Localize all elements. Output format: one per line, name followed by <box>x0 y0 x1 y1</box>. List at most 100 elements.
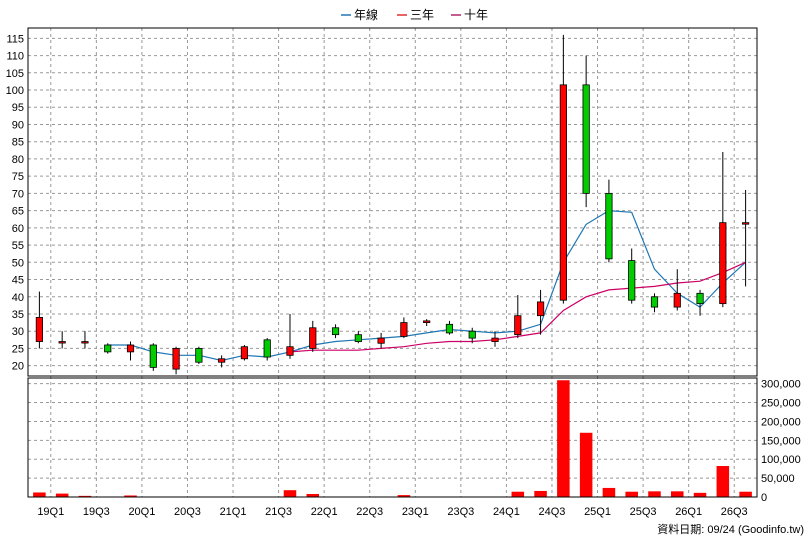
candle-body-down <box>468 330 476 339</box>
candle-body-up <box>309 327 317 349</box>
price-tick-label: 110 <box>6 51 24 63</box>
volume-bar <box>557 380 570 497</box>
candle-body-up <box>286 346 294 356</box>
volume-bar <box>739 491 752 497</box>
volume-panel-frame <box>27 377 758 498</box>
data-date-footer: 資料日期: 09/24 (Goodinfo.tw) <box>657 522 804 536</box>
candle-body-up <box>673 292 681 308</box>
volume-bar <box>648 491 661 497</box>
candle-body-down <box>628 260 636 301</box>
candle-body-up <box>35 317 43 342</box>
candle-body-down <box>445 323 454 334</box>
volume-bar <box>511 491 525 497</box>
x-tick-label: 20Q1 <box>128 506 155 518</box>
price-tick-label: 70 <box>12 188 24 200</box>
volume-bar <box>283 490 297 497</box>
price-tick-label: 105 <box>6 68 24 80</box>
x-tick-label: 21Q3 <box>265 506 292 518</box>
volume-grid <box>28 383 757 498</box>
price-tick-label: 95 <box>12 102 24 114</box>
candle-body-up <box>58 341 66 344</box>
candle-body-down <box>149 344 157 368</box>
candle-body-down <box>104 344 112 353</box>
price-tick-label: 75 <box>12 171 24 183</box>
x-tick-label: 23Q1 <box>402 506 429 518</box>
series-line-year <box>107 209 747 362</box>
price-tick-label: 45 <box>12 275 24 287</box>
candle-body-up <box>719 222 727 305</box>
price-tick-label: 60 <box>12 223 24 235</box>
candle-body-up <box>423 320 431 323</box>
volume-tick-label: 200,000 <box>761 416 801 428</box>
candle-body-up <box>559 84 567 301</box>
volume-bar <box>716 466 730 497</box>
candle-body-up <box>240 346 249 360</box>
volume-bar <box>602 487 616 497</box>
price-tick-label: 100 <box>6 85 24 97</box>
volume-bars <box>33 380 752 498</box>
price-tick-label: 30 <box>12 326 24 338</box>
volume-tick-label: 100,000 <box>761 454 801 466</box>
x-tick-label: 24Q1 <box>493 506 520 518</box>
price-tick-label: 90 <box>12 119 24 131</box>
candle-body-down <box>650 296 659 308</box>
candle-body-down <box>331 327 340 336</box>
volume-bar <box>693 492 707 497</box>
volume-bar <box>78 495 92 497</box>
candle-body-up <box>377 337 385 344</box>
price-tick-label: 35 <box>12 309 24 321</box>
volume-bar <box>671 491 684 497</box>
x-tick-label: 19Q1 <box>37 506 64 518</box>
x-tick-label: 22Q1 <box>311 506 338 518</box>
candle-body-up <box>400 322 408 337</box>
candle-body-up <box>218 358 226 363</box>
x-tick-label: 26Q3 <box>721 506 748 518</box>
price-tick-label: 115 <box>6 33 24 45</box>
candle-body-up <box>514 315 522 336</box>
volume-bar <box>55 493 69 497</box>
price-tick-label: 65 <box>12 206 24 218</box>
x-tick-label: 25Q3 <box>630 506 657 518</box>
candlesticks <box>35 34 750 375</box>
volume-bar <box>534 490 547 497</box>
candle-body-down <box>605 192 613 260</box>
price-tick-label: 50 <box>12 257 24 269</box>
candle-body-up <box>172 348 180 370</box>
candle-body-down <box>582 84 590 194</box>
price-tick-label: 20 <box>12 361 24 373</box>
legend-label: 三年 <box>410 8 434 22</box>
volume-tick-label: 150,000 <box>761 435 801 447</box>
candle-body-down <box>354 334 362 342</box>
volume-tick-label: 0 <box>761 492 767 504</box>
price-tick-label: 25 <box>12 343 24 355</box>
candle-body-down <box>263 339 271 358</box>
price-tick-label: 55 <box>12 240 24 252</box>
x-tick-label: 21Q1 <box>220 506 247 518</box>
x-tick-label: 24Q3 <box>539 506 566 518</box>
candle-body-up <box>536 301 545 317</box>
x-tick-label: 23Q3 <box>447 506 474 518</box>
price-tick-label: 80 <box>12 154 24 166</box>
x-tick-label: 22Q3 <box>356 506 383 518</box>
legend-label: 年線 <box>354 7 378 22</box>
volume-tick-label: 50,000 <box>761 473 795 485</box>
price-grid <box>28 28 757 497</box>
volume-bar <box>33 492 46 497</box>
volume-tick-label: 250,000 <box>761 398 801 410</box>
candle-body-up <box>81 341 89 344</box>
x-tick-label: 19Q3 <box>83 506 110 518</box>
x-tick-label: 20Q3 <box>174 506 201 518</box>
moving-average-lines <box>107 209 747 362</box>
legend-label: 十年 <box>464 8 488 22</box>
candle-body-up <box>491 337 499 342</box>
legend: 年線 三年 十年 <box>341 7 488 22</box>
volume-bar <box>124 495 137 497</box>
price-tick-label: 85 <box>12 137 24 149</box>
price-panel-frame <box>27 27 758 377</box>
candle-body-up <box>126 344 135 353</box>
volume-bar <box>306 493 320 497</box>
candle-body-down <box>195 348 203 363</box>
volume-tick-label: 300,000 <box>761 379 801 391</box>
